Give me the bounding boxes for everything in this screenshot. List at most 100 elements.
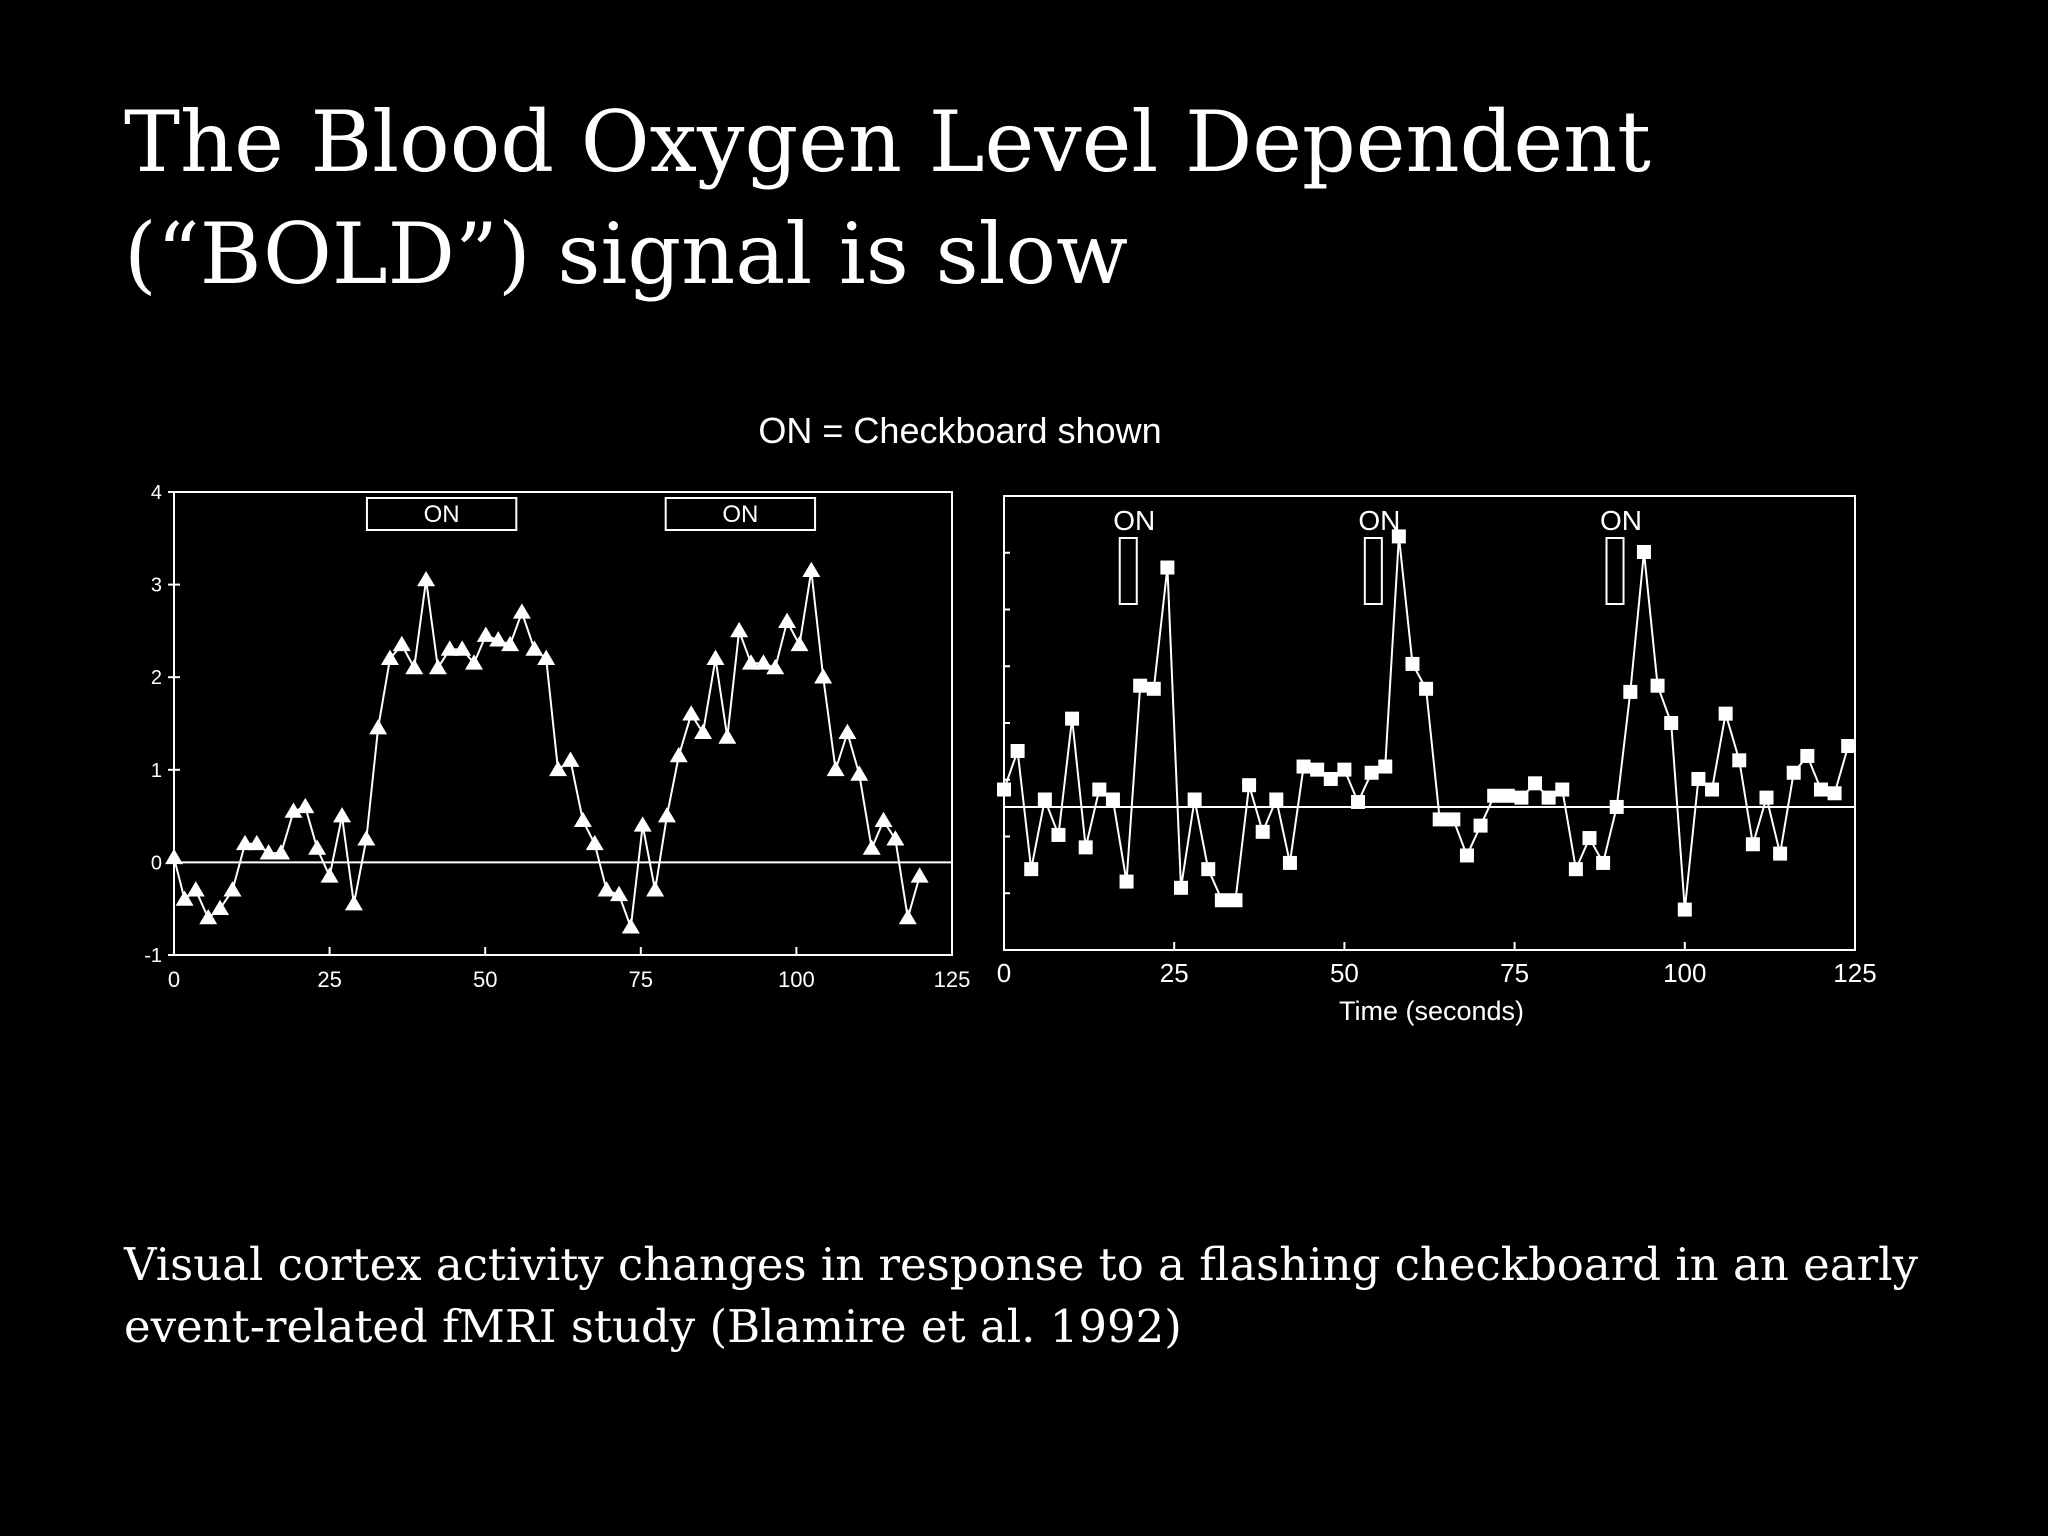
data-point-triangle — [646, 881, 665, 897]
data-point-triangle — [573, 811, 592, 828]
data-point-triangle — [247, 834, 266, 851]
data-point-square — [1841, 739, 1856, 754]
data-point-triangle — [694, 723, 713, 740]
data-point-square — [1555, 782, 1570, 797]
data-point-square — [1255, 824, 1270, 839]
data-point-square — [1705, 782, 1720, 797]
data-point-triangle — [489, 631, 508, 647]
data-point-triangle — [621, 918, 640, 934]
data-point-square — [1677, 902, 1692, 917]
data-point-square — [1187, 792, 1202, 807]
data-point-square — [1568, 862, 1583, 877]
chart-0-x-tick-label: 125 — [934, 967, 971, 992]
data-point-square — [1051, 827, 1066, 842]
chart-0-y-tick-label: 1 — [151, 760, 162, 782]
chart-0-y-tick-label: 4 — [151, 482, 162, 504]
chart-1-x-tick-label: 125 — [1833, 958, 1876, 988]
data-point-triangle — [186, 881, 205, 897]
data-point-triangle — [754, 654, 773, 670]
data-point-square — [1419, 681, 1434, 696]
left-chart: 0 25 50 75 100 125 -1 0 1 2 3 4 ON ON — [144, 482, 970, 992]
on-block-box — [1118, 537, 1138, 605]
data-point-triangle — [766, 658, 785, 675]
data-point-square — [1024, 862, 1039, 877]
chart-0-x-tick-label: 50 — [473, 967, 497, 992]
chart-0-x-tick-label: 75 — [629, 967, 653, 992]
data-point-triangle — [175, 890, 194, 906]
data-point-triangle — [682, 705, 701, 721]
data-point-square — [1473, 818, 1488, 833]
data-point-triangle — [741, 654, 760, 670]
data-point-triangle — [417, 570, 436, 587]
data-point-triangle — [428, 658, 447, 675]
data-point-square — [1242, 778, 1257, 793]
data-point-triangle — [199, 908, 218, 925]
data-point-triangle — [259, 844, 278, 860]
data-point-triangle — [898, 908, 917, 925]
data-point-square — [1351, 794, 1366, 809]
chart-0-x-tick-label: 25 — [317, 967, 341, 992]
data-point-square — [1010, 743, 1025, 758]
data-point-triangle — [344, 895, 363, 911]
data-point-square — [1745, 837, 1760, 852]
data-point-triangle — [790, 635, 809, 652]
data-point-square — [1092, 782, 1107, 797]
data-point-square — [1582, 831, 1597, 846]
data-point-triangle — [235, 834, 254, 851]
chart-1-x-tick-label: 50 — [1330, 958, 1359, 988]
data-point-triangle — [284, 802, 303, 818]
data-point-triangle — [320, 867, 339, 883]
data-point-triangle — [357, 830, 376, 846]
data-point-triangle — [549, 760, 568, 777]
data-point-square — [1636, 544, 1651, 559]
data-point-square — [1065, 711, 1080, 726]
chart-0-y-tick-label: -1 — [144, 945, 162, 967]
chart-0-y-tick-label: 2 — [151, 667, 162, 689]
data-point-triangle — [838, 723, 857, 740]
data-point-square — [1459, 848, 1474, 863]
data-point-triangle — [392, 635, 411, 652]
data-point-square — [1732, 753, 1747, 768]
data-point-triangle — [512, 603, 531, 619]
data-point-triangle — [730, 621, 749, 638]
data-point-square — [1664, 716, 1679, 730]
on-block-box — [1605, 537, 1625, 605]
on-block-box — [1363, 537, 1383, 605]
data-point-square — [1528, 776, 1543, 791]
data-point-square — [1174, 880, 1189, 895]
data-point-square — [1078, 840, 1093, 855]
chart-0-frame — [173, 491, 953, 956]
data-point-square — [1214, 893, 1229, 908]
data-point-triangle — [610, 885, 629, 902]
data-point-triangle — [706, 649, 725, 665]
chart-1-series-line — [1003, 536, 1850, 910]
data-point-triangle — [826, 760, 845, 777]
data-point-triangle — [778, 612, 797, 628]
data-point-square — [1813, 782, 1828, 797]
data-point-triangle — [657, 807, 676, 823]
slide-title-line-1: The Blood Oxygen Level Dependent — [124, 93, 1651, 191]
chart-0-y-tick-label: 0 — [151, 852, 162, 874]
chart-0-y-tick-label: 3 — [151, 575, 162, 597]
data-point-square — [1773, 846, 1788, 861]
chart-0-x-tick-label: 100 — [778, 967, 815, 992]
data-point-triangle — [886, 830, 905, 846]
on-legend-note: ON = Checkboard shown — [758, 410, 1162, 451]
data-point-square — [1310, 762, 1325, 777]
data-point-triangle — [405, 658, 424, 675]
data-point-square — [1623, 684, 1638, 699]
data-point-square — [1514, 790, 1529, 805]
data-point-square — [1037, 792, 1052, 807]
on-block-box — [664, 497, 817, 531]
slide-title-line-2: (“BOLD”) signal is slow — [124, 205, 1129, 303]
data-point-triangle — [633, 816, 652, 832]
data-point-square — [1487, 788, 1502, 803]
data-point-triangle — [718, 728, 737, 744]
on-block-label: ON — [722, 501, 758, 528]
data-point-square — [1323, 771, 1338, 786]
data-point-triangle — [476, 626, 495, 642]
data-point-square — [1269, 792, 1284, 807]
data-point-square — [1282, 855, 1297, 870]
